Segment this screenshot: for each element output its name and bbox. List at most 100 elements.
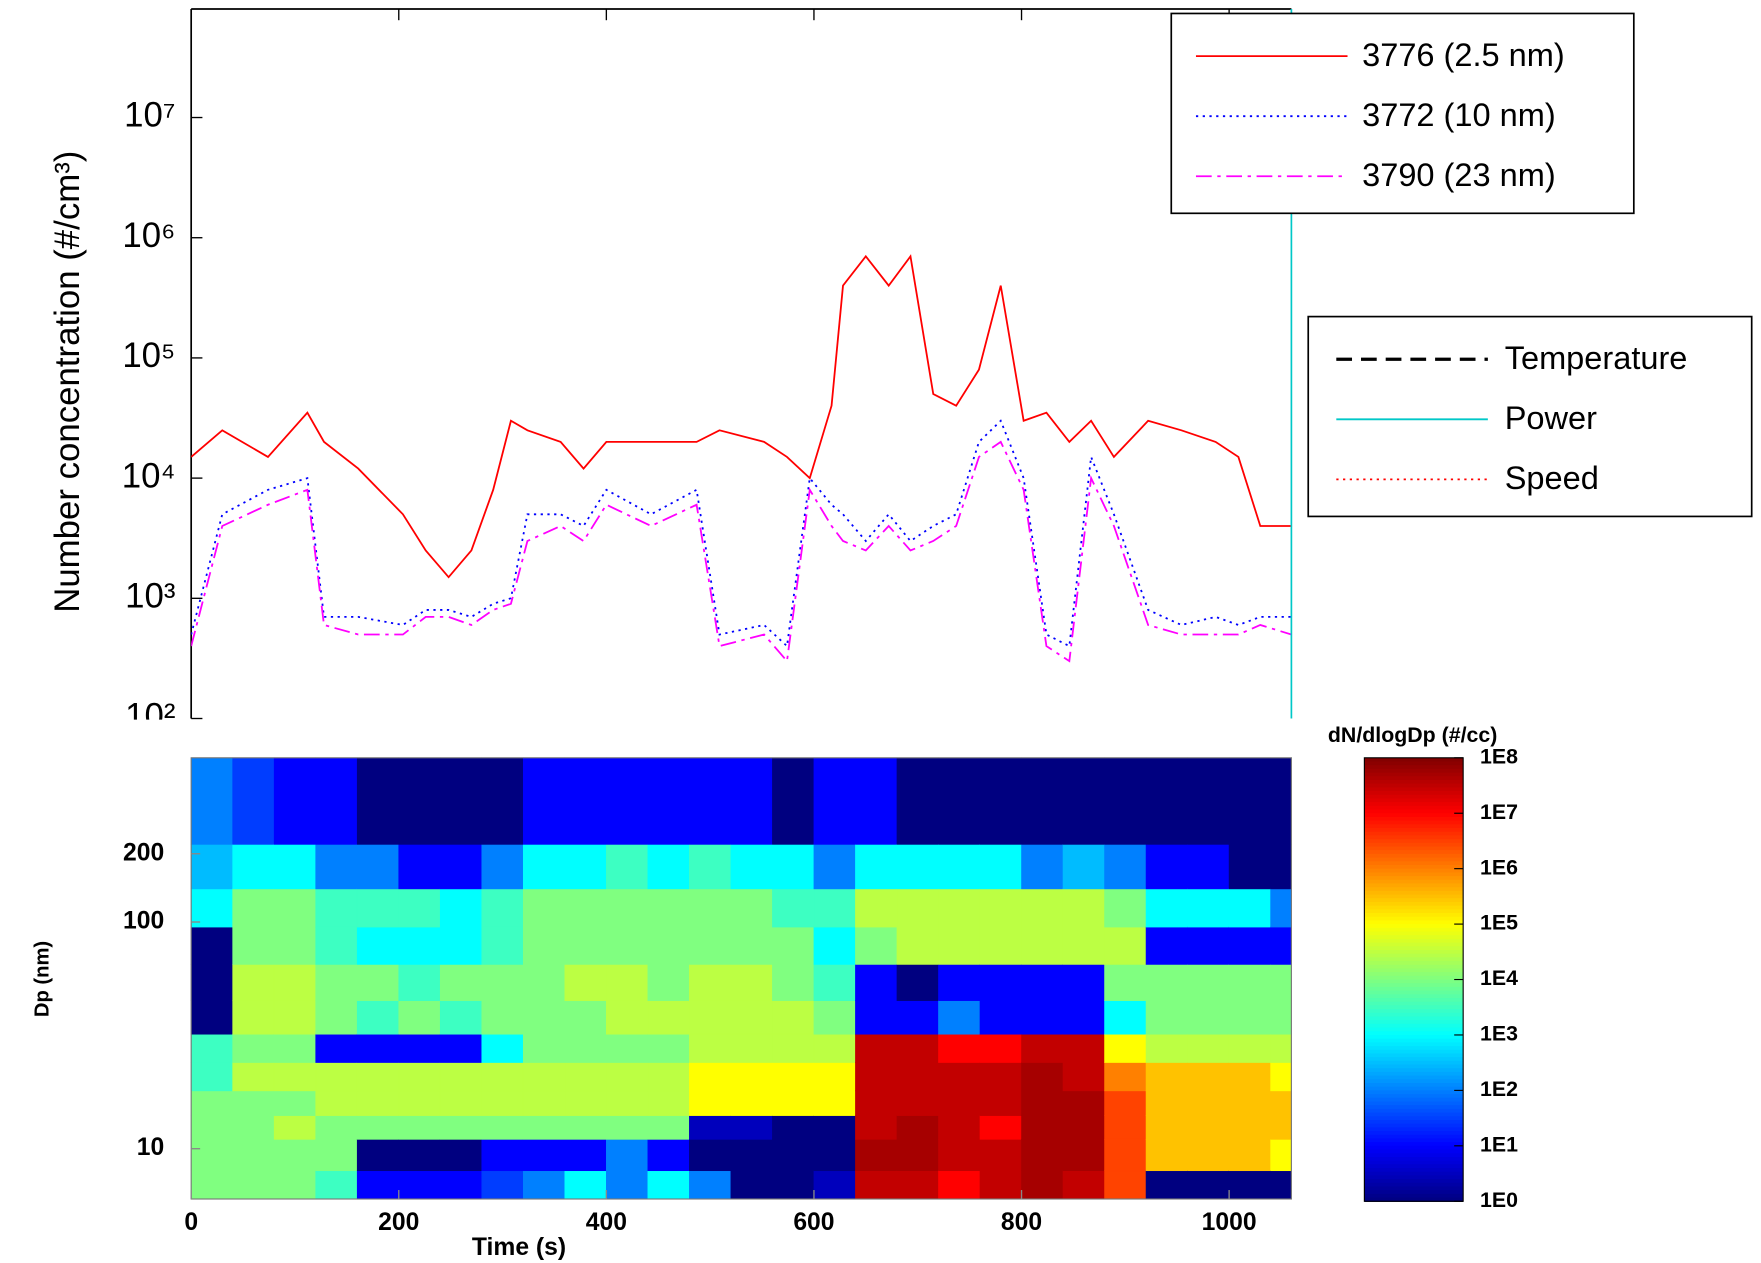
heatmap-cell xyxy=(1105,1116,1147,1140)
heatmap-cell xyxy=(523,1034,565,1062)
heatmap-cell xyxy=(1063,964,1105,1000)
heatmap-cell xyxy=(316,1001,358,1035)
colorbar-tick-label: 1E1 xyxy=(1480,1132,1518,1156)
page: Number concentration (#/cm³) 10²10³10⁴10… xyxy=(0,0,1761,1263)
heatmap-cell xyxy=(274,1116,316,1140)
heatmap-cell xyxy=(399,1116,441,1140)
x-axis-title: Time (s) xyxy=(472,1234,566,1261)
heatmap-cell xyxy=(1188,1116,1230,1140)
legend-label: Temperature xyxy=(1505,340,1688,376)
heatmap-cell xyxy=(274,844,316,889)
heatmap-cell xyxy=(1229,1034,1271,1062)
heatmap-cell xyxy=(523,1063,565,1091)
heatmap-cell xyxy=(689,927,731,964)
heatmap-cell xyxy=(897,1091,939,1116)
heatmap-cell xyxy=(523,927,565,964)
heatmap-cell xyxy=(1063,927,1105,964)
heatmap-cell xyxy=(980,1001,1022,1035)
heatmap-cell xyxy=(1188,927,1230,964)
heatmap-cell xyxy=(565,889,607,927)
heatmap-cell xyxy=(731,1116,773,1140)
heatmap-cell xyxy=(316,1034,358,1062)
heatmap-cell xyxy=(938,1091,980,1116)
heatmap-cell xyxy=(1229,1063,1271,1091)
heatmap-cell xyxy=(1105,1139,1147,1170)
heatmap-cell xyxy=(357,1001,399,1035)
heatmap-cell xyxy=(814,844,856,889)
heatmap-cell xyxy=(1063,844,1105,889)
heatmap-cell xyxy=(191,1063,233,1091)
colorbar-tick-label: 1E3 xyxy=(1480,1022,1518,1046)
heatmap-cell xyxy=(980,1091,1022,1116)
heatmap-cell xyxy=(938,927,980,964)
heatmap-cell xyxy=(565,1139,607,1170)
heatmap-cell xyxy=(191,1091,233,1116)
heatmap-cell xyxy=(980,1116,1022,1140)
heatmap-cell xyxy=(1229,1139,1271,1170)
colorbar-tick-label: 1E4 xyxy=(1480,966,1518,990)
heatmap-cell xyxy=(731,1139,773,1170)
colorbar-tick-label: 1E7 xyxy=(1480,800,1518,824)
heatmap-cell xyxy=(897,964,939,1000)
heatmap-cell xyxy=(772,1091,814,1116)
colorbar-tick-label: 1E2 xyxy=(1480,1077,1518,1101)
heatmap-cell xyxy=(1146,1091,1188,1116)
heatmap-cell xyxy=(731,1034,773,1062)
heatmap-cell xyxy=(938,889,980,927)
heatmap-cell xyxy=(482,844,524,889)
heatmap-cell xyxy=(1271,889,1292,927)
heatmap-cell xyxy=(233,1001,275,1035)
heatmap-cell xyxy=(1105,889,1147,927)
heatmap-cell xyxy=(440,1139,482,1170)
heatmap-cell xyxy=(938,844,980,889)
heatmap-cell xyxy=(772,1063,814,1091)
heatmap-cell xyxy=(233,758,275,845)
y-axis-title: Dp (nm) xyxy=(31,941,53,1017)
heatmap-cell xyxy=(191,1034,233,1062)
heatmap-cell xyxy=(565,964,607,1000)
heatmap-cell xyxy=(357,889,399,927)
heatmap-cell xyxy=(689,964,731,1000)
heatmap-cell xyxy=(938,1001,980,1035)
heatmap-cell xyxy=(523,844,565,889)
heatmap-cell xyxy=(316,1139,358,1170)
y-tick-label: 10⁵ xyxy=(122,336,175,375)
heatmap-cell xyxy=(482,889,524,927)
heatmap-cell xyxy=(233,844,275,889)
heatmap-cell xyxy=(1022,889,1064,927)
heatmap-cell xyxy=(606,964,648,1000)
heatmap-cell xyxy=(731,964,773,1000)
heatmap-cell xyxy=(938,1139,980,1170)
heatmap-cell xyxy=(274,889,316,927)
heatmap-cell xyxy=(1105,1001,1147,1035)
heatmap-cell xyxy=(191,844,233,889)
heatmap-cell xyxy=(482,1063,524,1091)
heatmap-cell xyxy=(482,1001,524,1035)
heatmap-cell xyxy=(648,1091,690,1116)
legend-label: 3772 (10 nm) xyxy=(1362,97,1556,133)
heatmap-cell xyxy=(731,889,773,927)
heatmap-cell xyxy=(814,1091,856,1116)
heatmap-cell xyxy=(1188,1034,1230,1062)
heatmap-cell xyxy=(523,1139,565,1170)
heatmap-cell xyxy=(440,844,482,889)
heatmap-cell xyxy=(399,1091,441,1116)
heatmap-cell xyxy=(772,1034,814,1062)
heatmap-cell xyxy=(1271,1091,1292,1116)
heatmap-cell xyxy=(1271,1034,1292,1062)
heatmap-cell xyxy=(648,889,690,927)
heatmap-cell xyxy=(274,1001,316,1035)
heatmap-cell xyxy=(606,844,648,889)
heatmap-cell xyxy=(1063,1139,1105,1170)
heatmap-cell xyxy=(274,758,316,845)
heatmap-cell xyxy=(1188,758,1230,845)
heatmap-cell xyxy=(606,1001,648,1035)
heatmap-cell xyxy=(855,889,897,927)
heatmap-cell xyxy=(1229,889,1271,927)
heatmap-cell xyxy=(897,889,939,927)
heatmap-cell xyxy=(440,1034,482,1062)
heatmap-cell xyxy=(1146,1063,1188,1091)
heatmap-cell xyxy=(316,964,358,1000)
heatmap-cell xyxy=(1022,1001,1064,1035)
heatmap-cell xyxy=(1063,1034,1105,1062)
